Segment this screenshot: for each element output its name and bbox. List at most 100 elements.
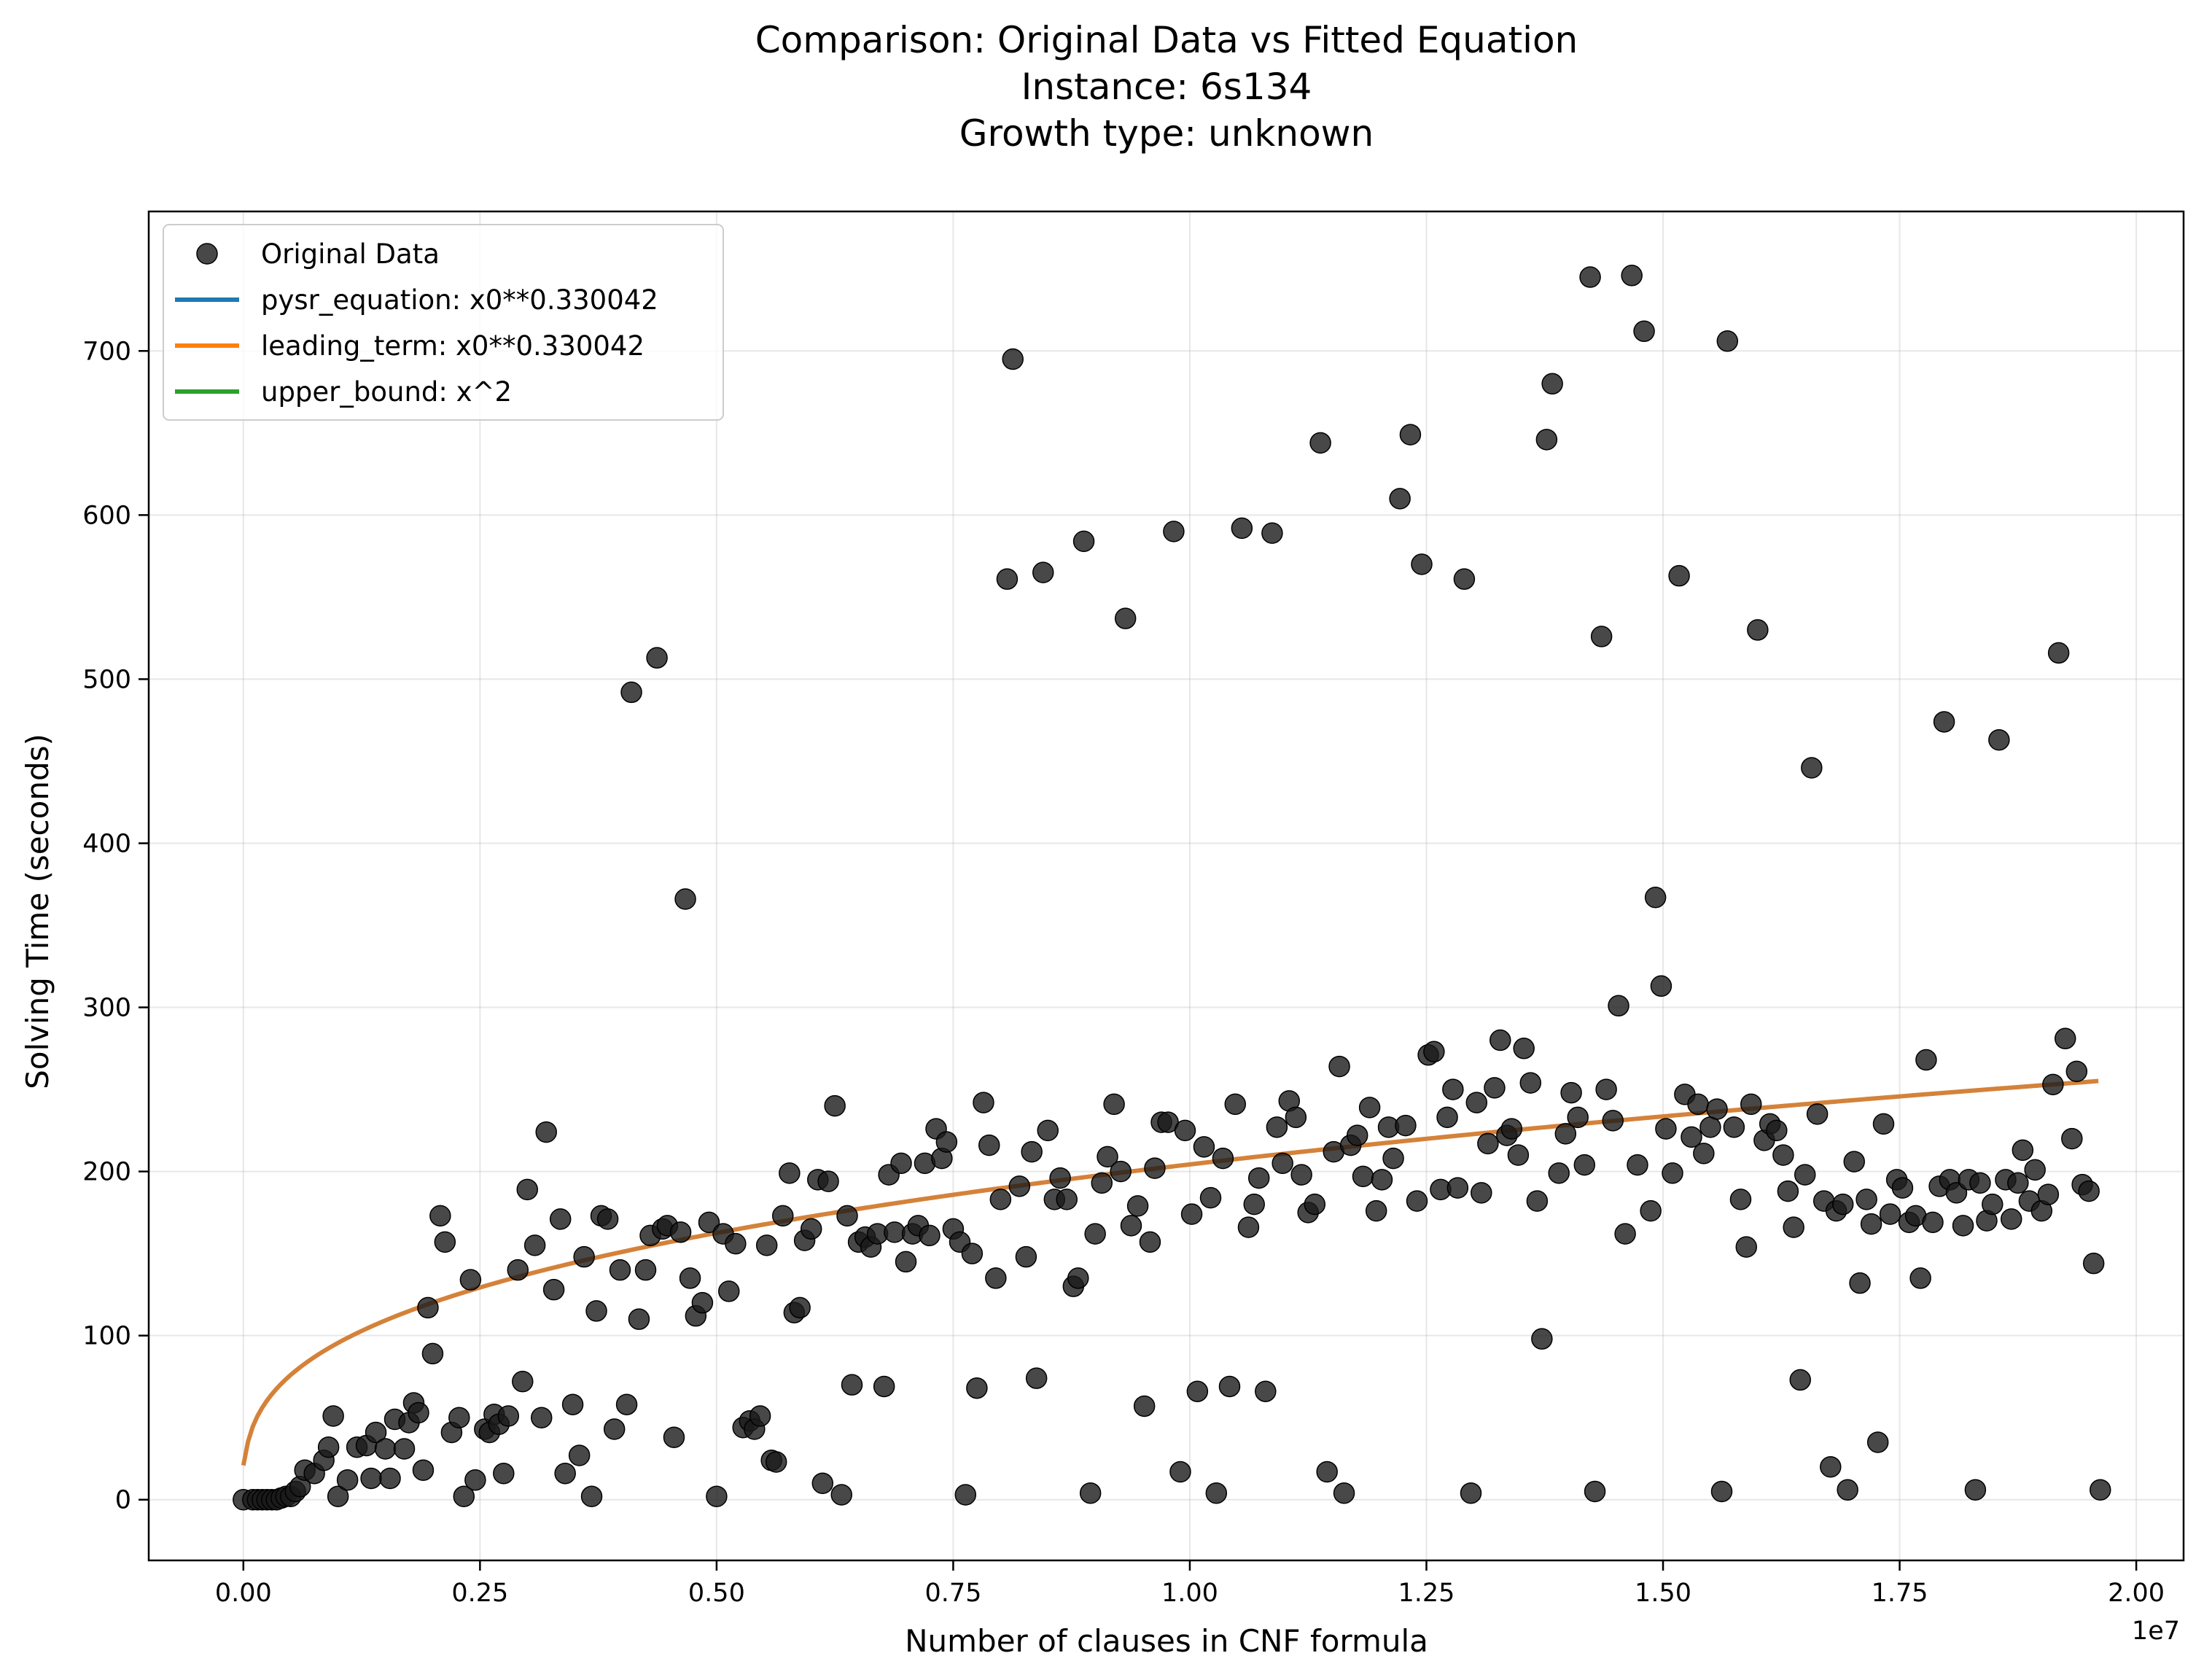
data-point xyxy=(1008,1175,1031,1197)
data-point xyxy=(966,1377,988,1399)
data-point xyxy=(535,1121,557,1143)
data-point xyxy=(1668,564,1690,587)
data-point xyxy=(1309,432,1331,454)
data-point xyxy=(1567,1106,1589,1129)
data-point xyxy=(2012,1139,2034,1162)
data-point xyxy=(1806,1103,1829,1125)
x-axis-label: Number of clauses in CNF formula xyxy=(905,1623,1428,1659)
fitted-curves xyxy=(241,1078,2099,1466)
data-point xyxy=(1710,1480,1733,1503)
legend-label: upper_bound: x^2 xyxy=(261,376,512,408)
data-point xyxy=(1114,607,1137,629)
data-point xyxy=(1621,265,1643,287)
data-point xyxy=(1608,995,1629,1017)
data-point xyxy=(1579,266,1601,288)
data-point xyxy=(1526,1190,1549,1212)
data-point xyxy=(1988,728,2010,751)
data-point xyxy=(1032,561,1054,583)
data-point xyxy=(985,1267,1007,1289)
data-point xyxy=(1446,1177,1469,1199)
x-axis: 0.00 0.25 0.50 0.75 1.00 1.25 1.50 1.75 2.00 xyxy=(215,1560,2165,1608)
data-point xyxy=(1133,1395,1156,1418)
data-point xyxy=(412,1459,435,1481)
data-point xyxy=(317,1436,340,1458)
y-tick-label: 600 xyxy=(82,501,131,530)
data-point xyxy=(2007,1172,2029,1194)
data-point xyxy=(1025,1367,1048,1389)
data-point xyxy=(568,1444,591,1466)
data-point xyxy=(890,1152,912,1175)
data-point xyxy=(1084,1223,1106,1245)
data-point xyxy=(811,1472,834,1494)
data-point xyxy=(1602,1110,1624,1132)
data-point xyxy=(464,1469,486,1491)
data-point xyxy=(1519,1072,1542,1094)
data-point xyxy=(516,1178,539,1201)
y-tick-label: 400 xyxy=(82,829,131,858)
data-point xyxy=(1693,1143,1715,1164)
data-point xyxy=(1174,1119,1196,1142)
data-point xyxy=(1866,1431,1889,1453)
data-point xyxy=(421,1342,444,1365)
data-point xyxy=(448,1407,470,1428)
data-point xyxy=(1316,1461,1338,1483)
data-point xyxy=(755,1234,778,1256)
data-point xyxy=(365,1421,387,1444)
data-point xyxy=(895,1251,917,1273)
chart-title: Comparison: Original Data vs Fitted Equa… xyxy=(755,19,1578,155)
data-point xyxy=(1056,1189,1078,1210)
data-point xyxy=(1352,1165,1374,1188)
data-point xyxy=(1453,568,1476,590)
data-point xyxy=(549,1208,572,1230)
data-point xyxy=(884,1221,906,1243)
y-tick-label: 0 xyxy=(115,1486,131,1515)
data-point xyxy=(789,1296,811,1319)
x-tick-label: 0.75 xyxy=(924,1579,981,1608)
data-point xyxy=(779,1162,801,1184)
y-axis: 0 100 200 300 400 500 600 700 xyxy=(82,337,149,1515)
data-point xyxy=(628,1308,650,1330)
data-point xyxy=(2065,1060,2088,1083)
data-point xyxy=(1395,1114,1417,1137)
data-point xyxy=(1126,1195,1149,1217)
data-point xyxy=(379,1467,401,1490)
data-point xyxy=(1411,553,1433,575)
data-point xyxy=(530,1407,553,1428)
data-point xyxy=(935,1131,958,1153)
data-point xyxy=(1169,1461,1191,1483)
data-point xyxy=(718,1280,740,1302)
title-line-2: Instance: 6s134 xyxy=(1021,66,1312,108)
data-point xyxy=(1500,1118,1523,1140)
data-point xyxy=(1681,1126,1702,1148)
fitted-curve-line xyxy=(241,1078,2099,1466)
data-point xyxy=(1982,1193,2004,1216)
data-point xyxy=(1484,1077,1506,1099)
x-tick-label: 1.50 xyxy=(1635,1579,1691,1608)
data-point xyxy=(1554,1123,1577,1145)
y-tick-label: 200 xyxy=(82,1158,131,1187)
data-point xyxy=(1915,1049,1937,1071)
data-point xyxy=(1535,429,1558,451)
data-point xyxy=(580,1485,603,1507)
data-point xyxy=(873,1375,895,1398)
data-point xyxy=(1633,320,1655,343)
data-point xyxy=(1740,1093,1762,1116)
data-point xyxy=(1699,1116,1721,1138)
data-point xyxy=(1442,1078,1464,1100)
y-axis-label: Solving Time (seconds) xyxy=(20,734,55,1089)
data-point xyxy=(1909,1267,1931,1289)
data-point xyxy=(1531,1328,1553,1350)
data-point xyxy=(1243,1193,1265,1216)
data-point xyxy=(1777,1180,1799,1202)
data-point xyxy=(603,1418,626,1440)
data-point xyxy=(1969,1172,1991,1194)
data-point xyxy=(996,568,1019,590)
data-point xyxy=(1365,1199,1387,1222)
data-point xyxy=(1541,373,1563,395)
data-point xyxy=(1180,1203,1203,1225)
data-point xyxy=(669,1221,692,1243)
x-tick-label: 1.00 xyxy=(1161,1579,1218,1608)
data-point xyxy=(1650,975,1673,998)
data-point xyxy=(1037,1119,1059,1142)
data-point xyxy=(2090,1479,2111,1501)
